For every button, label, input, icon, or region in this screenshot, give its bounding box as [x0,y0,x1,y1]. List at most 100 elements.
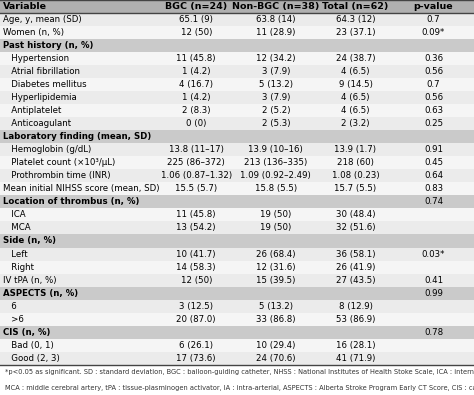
Text: 26 (41.9): 26 (41.9) [336,263,375,271]
Bar [0,196,474,209]
Text: Hyperlipidemia: Hyperlipidemia [3,93,77,102]
Text: 0.25: 0.25 [424,119,443,128]
Bar [0,248,474,261]
Text: 30 (48.4): 30 (48.4) [336,211,375,220]
Bar [0,130,474,143]
Text: Platelet count (×10³/μL): Platelet count (×10³/μL) [3,158,115,167]
Text: Right: Right [3,263,34,271]
Bar [0,261,474,274]
Text: 36 (58.1): 36 (58.1) [336,250,375,258]
Text: 5 (13.2): 5 (13.2) [259,80,293,89]
Bar [0,156,474,169]
Text: Diabetes mellitus: Diabetes mellitus [3,80,86,89]
Text: 41 (71.9): 41 (71.9) [336,354,375,363]
Text: 11 (45.8): 11 (45.8) [176,54,216,63]
Text: 6: 6 [3,302,17,310]
Text: 6 (26.1): 6 (26.1) [179,341,213,350]
Bar [0,169,474,182]
Bar [0,78,474,91]
Bar [393,0,474,13]
Text: 2 (5.2): 2 (5.2) [262,106,290,115]
Text: 19 (50): 19 (50) [260,224,292,233]
Bar [0,300,474,312]
Text: 1.09 (0.92–2.49): 1.09 (0.92–2.49) [240,171,311,181]
Text: 3 (7.9): 3 (7.9) [262,93,290,102]
Text: 0.78: 0.78 [424,328,443,337]
Text: 64.3 (12): 64.3 (12) [336,15,375,24]
Text: >6: >6 [3,315,24,324]
Text: 2 (5.3): 2 (5.3) [262,119,290,128]
Bar [0,312,474,325]
Bar [234,0,318,13]
Text: 14 (58.3): 14 (58.3) [176,263,216,271]
Text: 11 (45.8): 11 (45.8) [176,211,216,220]
Bar [0,222,474,235]
Bar [0,13,474,26]
Text: 0.7: 0.7 [427,15,440,24]
Text: ICA: ICA [3,211,26,220]
Text: Side (n, %): Side (n, %) [3,237,56,245]
Bar [0,325,474,339]
Bar [0,65,474,78]
Text: 19 (50): 19 (50) [260,211,292,220]
Text: Left: Left [3,250,27,258]
Text: 0.09*: 0.09* [422,28,445,37]
Text: 17 (73.6): 17 (73.6) [176,354,216,363]
Text: 4 (6.5): 4 (6.5) [341,67,370,76]
Text: 12 (31.6): 12 (31.6) [256,263,296,271]
Text: Past history (n, %): Past history (n, %) [3,41,93,50]
Text: 0.45: 0.45 [424,158,443,167]
Text: 0.36: 0.36 [424,54,443,63]
Text: BGC (n=24): BGC (n=24) [165,2,228,11]
Text: 26 (68.4): 26 (68.4) [256,250,296,258]
Text: 1.06 (0.87–1.32): 1.06 (0.87–1.32) [161,171,232,181]
Bar [0,0,159,13]
Text: Age, y, mean (SD): Age, y, mean (SD) [3,15,82,24]
Text: 4 (6.5): 4 (6.5) [341,106,370,115]
Text: 12 (34.2): 12 (34.2) [256,54,296,63]
Text: 32 (51.6): 32 (51.6) [336,224,375,233]
Bar [0,117,474,130]
Text: 8 (12.9): 8 (12.9) [338,302,373,310]
Text: 0.56: 0.56 [424,67,443,76]
Text: 12 (50): 12 (50) [181,28,212,37]
Text: Mean initial NIHSS score (mean, SD): Mean initial NIHSS score (mean, SD) [3,184,159,194]
Text: 24 (38.7): 24 (38.7) [336,54,375,63]
Text: MCA: MCA [3,224,30,233]
Text: MCA : middle cerebral artery, tPA : tissue-plasminogen activator, IA : intra-art: MCA : middle cerebral artery, tPA : tiss… [5,385,474,391]
Text: 5 (13.2): 5 (13.2) [259,302,293,310]
Text: Variable: Variable [3,2,47,11]
Text: 0.91: 0.91 [424,145,443,154]
Text: 20 (87.0): 20 (87.0) [176,315,216,324]
Text: Non-BGC (n=38): Non-BGC (n=38) [232,2,319,11]
Text: 24 (70.6): 24 (70.6) [256,354,296,363]
Bar [318,0,393,13]
Text: 65.1 (9): 65.1 (9) [179,15,213,24]
Text: Anticoagulant: Anticoagulant [3,119,71,128]
Text: 4 (6.5): 4 (6.5) [341,93,370,102]
Text: 10 (41.7): 10 (41.7) [176,250,216,258]
Text: IV tPA (n, %): IV tPA (n, %) [3,276,56,284]
Text: 16 (28.1): 16 (28.1) [336,341,375,350]
Text: 0.56: 0.56 [424,93,443,102]
Text: 2 (8.3): 2 (8.3) [182,106,210,115]
Bar [0,274,474,287]
Bar [0,143,474,156]
Text: 15.5 (5.7): 15.5 (5.7) [175,184,217,194]
Text: 15.8 (5.5): 15.8 (5.5) [255,184,297,194]
Bar [0,91,474,104]
Bar [0,39,474,52]
Bar [0,209,474,222]
Text: p-value: p-value [414,2,453,11]
Text: 0 (0): 0 (0) [186,119,206,128]
Text: *p<0.05 as significant. SD : standard deviation, BGC : balloon-guiding catheter,: *p<0.05 as significant. SD : standard de… [5,369,474,375]
Bar [0,235,474,248]
Text: 27 (43.5): 27 (43.5) [336,276,375,284]
Text: Women (n, %): Women (n, %) [3,28,64,37]
Text: Total (n=62): Total (n=62) [322,2,389,11]
Text: 213 (136–335): 213 (136–335) [244,158,308,167]
Text: 53 (86.9): 53 (86.9) [336,315,375,324]
Text: Hemoglobin (g/dL): Hemoglobin (g/dL) [3,145,91,154]
Text: 218 (60): 218 (60) [337,158,374,167]
Text: 13 (54.2): 13 (54.2) [176,224,216,233]
